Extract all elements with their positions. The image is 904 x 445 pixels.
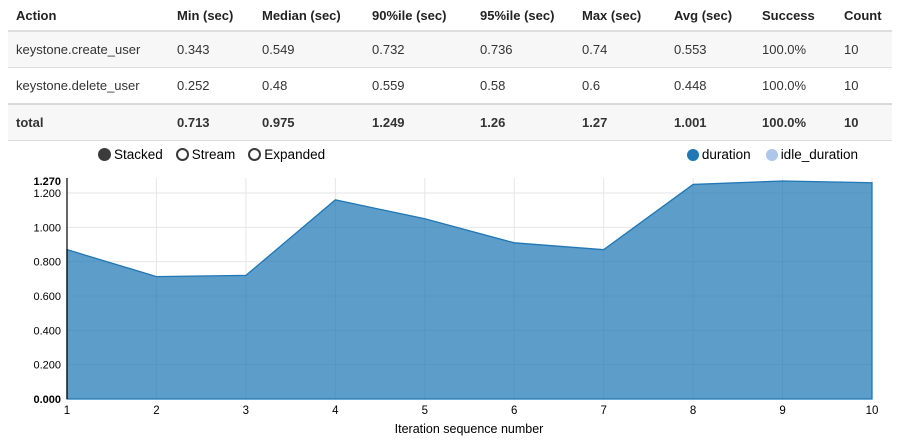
control-stacked-label: Stacked [114, 147, 163, 162]
y-tick-label: 1.270 [33, 176, 61, 188]
cell-min: 0.252 [169, 67, 254, 104]
cell-median: 0.48 [254, 67, 364, 104]
cell-median: 0.549 [254, 30, 364, 68]
x-tick-label: 5 [422, 405, 428, 417]
x-tick-label: 3 [243, 405, 249, 417]
column-header-min: Min (sec) [169, 0, 254, 32]
column-header-90ile: 90%ile (sec) [364, 0, 472, 32]
cell-median: 0.975 [254, 103, 364, 141]
duration-area [66, 180, 873, 400]
table-row-delete-user: keystone.delete_user 0.252 0.48 0.559 0.… [8, 67, 892, 104]
cell-max: 0.6 [574, 67, 666, 104]
cell-avg: 0.553 [666, 30, 754, 68]
x-tick-label: 10 [866, 405, 879, 417]
control-expanded-label: Expanded [264, 147, 326, 162]
y-tick-label: 0.000 [33, 394, 61, 406]
cell-success: 100.0% [754, 103, 836, 141]
x-tick-label: 8 [690, 405, 696, 417]
x-tick-label: 4 [332, 405, 339, 417]
cell-95ile: 1.26 [472, 103, 574, 141]
cell-90ile: 0.732 [364, 30, 472, 68]
cell-95ile: 0.736 [472, 30, 574, 68]
legend-item-duration[interactable]: duration [686, 147, 751, 162]
cell-90ile: 0.559 [364, 67, 472, 104]
stacked-area-chart: 0.000 0.200 0.400 0.600 0.800 1.000 1.2001.270… [33, 176, 879, 436]
y-tick-label: 0.800 [33, 257, 61, 269]
legend-duration-label: duration [701, 147, 751, 162]
column-header-success: Success [754, 0, 836, 32]
cell-action: total [8, 103, 169, 141]
column-header-median: Median (sec) [254, 0, 364, 32]
cell-action: keystone.delete_user [8, 67, 169, 104]
column-header-max: Max (sec) [574, 0, 666, 32]
x-tick-label: 1 [64, 405, 70, 417]
action-stats-table: Action Min (sec) Median (sec) 90%ile (se… [8, 0, 892, 141]
duration-swatch-icon [686, 148, 699, 161]
x-tick-label: 6 [511, 405, 517, 417]
cell-max: 1.27 [574, 103, 666, 141]
radio-icon [175, 148, 189, 161]
table-header-row: Action Min (sec) Median (sec) 90%ile (se… [8, 0, 892, 32]
cell-90ile: 1.249 [364, 103, 472, 141]
legend-idle-duration-label: idle_duration [780, 147, 858, 162]
cell-avg: 0.448 [666, 67, 754, 104]
table-row-total: total 0.713 0.975 1.249 1.26 1.27 1.001 … [8, 103, 892, 141]
y-tick-label: 0.600 [33, 291, 61, 303]
control-stream[interactable]: Stream [175, 147, 236, 162]
x-tick-label: 2 [153, 405, 159, 417]
chart-legend: duration idle_duration [686, 147, 858, 162]
table-row-create-user: keystone.create_user 0.343 0.549 0.732 0… [8, 30, 892, 68]
cell-count: 10 [836, 103, 892, 141]
x-tick-label: 9 [779, 405, 785, 417]
cell-success: 100.0% [754, 67, 836, 104]
x-tick-label: 7 [600, 405, 606, 417]
iterations-chart-section: Stacked Stream Expanded duration idle_du… [0, 141, 904, 445]
y-tick-label: 1.000 [33, 222, 61, 234]
control-stacked[interactable]: Stacked [98, 147, 163, 162]
cell-action: keystone.create_user [8, 30, 169, 68]
y-tick-label: 0.200 [33, 360, 61, 372]
column-header-95ile: 95%ile (sec) [472, 0, 574, 32]
column-header-action: Action [8, 0, 169, 32]
radio-selected-icon [98, 148, 111, 161]
control-expanded[interactable]: Expanded [248, 147, 325, 162]
cell-min: 0.343 [169, 30, 254, 68]
cell-count: 10 [836, 30, 892, 68]
cell-success: 100.0% [754, 30, 836, 68]
cell-95ile: 0.58 [472, 67, 574, 104]
legend-item-idle-duration[interactable]: idle_duration [765, 147, 858, 162]
column-header-avg: Avg (sec) [666, 0, 754, 32]
radio-icon [248, 148, 262, 161]
cell-count: 10 [836, 67, 892, 104]
y-tick-label: 0.400 [33, 325, 61, 337]
idle-duration-swatch-icon [765, 148, 778, 161]
cell-max: 0.74 [574, 30, 666, 68]
cell-avg: 1.001 [666, 103, 754, 141]
control-stream-label: Stream [191, 147, 236, 162]
y-tick-label: 1.200 [33, 188, 61, 200]
x-axis-title: Iteration sequence number [395, 422, 544, 436]
chart-style-controls: Stacked Stream Expanded [98, 147, 325, 162]
column-header-count: Count [836, 0, 892, 32]
cell-min: 0.713 [169, 103, 254, 141]
